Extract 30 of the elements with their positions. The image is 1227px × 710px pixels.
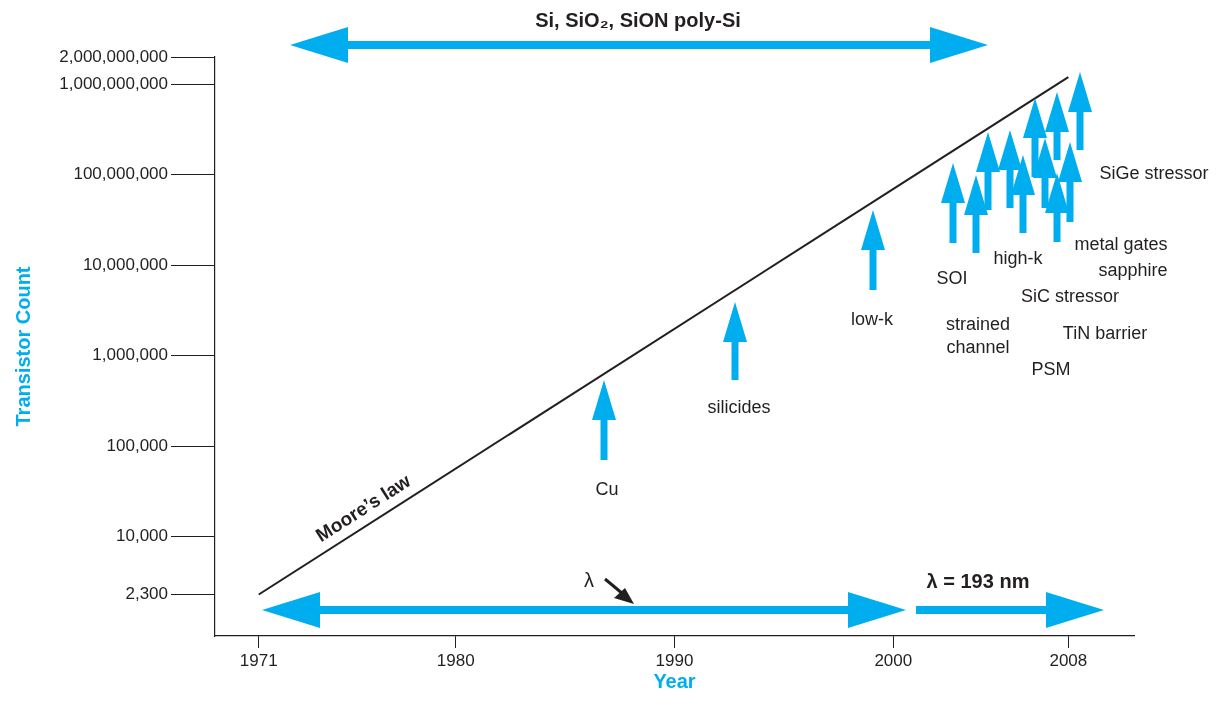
y-tick-label: 1,000,000 <box>92 345 168 365</box>
x-tick-label: 1980 <box>436 650 475 670</box>
y-tick-label: 2,000,000,000 <box>59 46 168 66</box>
y-tick-label: 10,000 <box>116 526 168 546</box>
annotation: TiN barrier <box>1062 323 1148 343</box>
x-axis-title: Year <box>653 669 696 692</box>
annotation: silicides <box>706 396 772 419</box>
y-axis-title: Transistor Count <box>11 266 34 427</box>
y-tick-label: 10,000,000 <box>82 254 168 274</box>
y-tick-label: 100,000 <box>106 435 168 455</box>
y-tick-label: 2,300 <box>125 584 168 604</box>
annotation: SiGe stressor <box>1098 162 1210 185</box>
annotation: λ = 193 nm <box>925 569 1031 594</box>
annotation: low-k <box>850 309 893 329</box>
y-tick-label: 100,000,000 <box>73 164 168 184</box>
annotation: PSM <box>1030 358 1072 381</box>
x-tick-label: 1971 <box>239 650 278 670</box>
x-tick-label: 1990 <box>655 650 694 670</box>
annotation: SiC stressor <box>1020 285 1120 308</box>
annotation: strained channel <box>944 313 1011 358</box>
annotation: SOI <box>936 268 968 288</box>
annotation: high-k <box>993 248 1043 268</box>
annotation: metal gates <box>1074 234 1168 254</box>
y-tick-label: 1,000,000,000 <box>59 73 168 93</box>
text: Si, SiO₂, SiON poly-Si <box>534 8 742 33</box>
x-tick-label: 2000 <box>874 650 913 670</box>
annotation: sapphire <box>1098 260 1168 280</box>
x-tick-label: 2008 <box>1049 650 1088 670</box>
annotation: λ <box>583 568 595 593</box>
annotation: Cu <box>594 478 620 501</box>
